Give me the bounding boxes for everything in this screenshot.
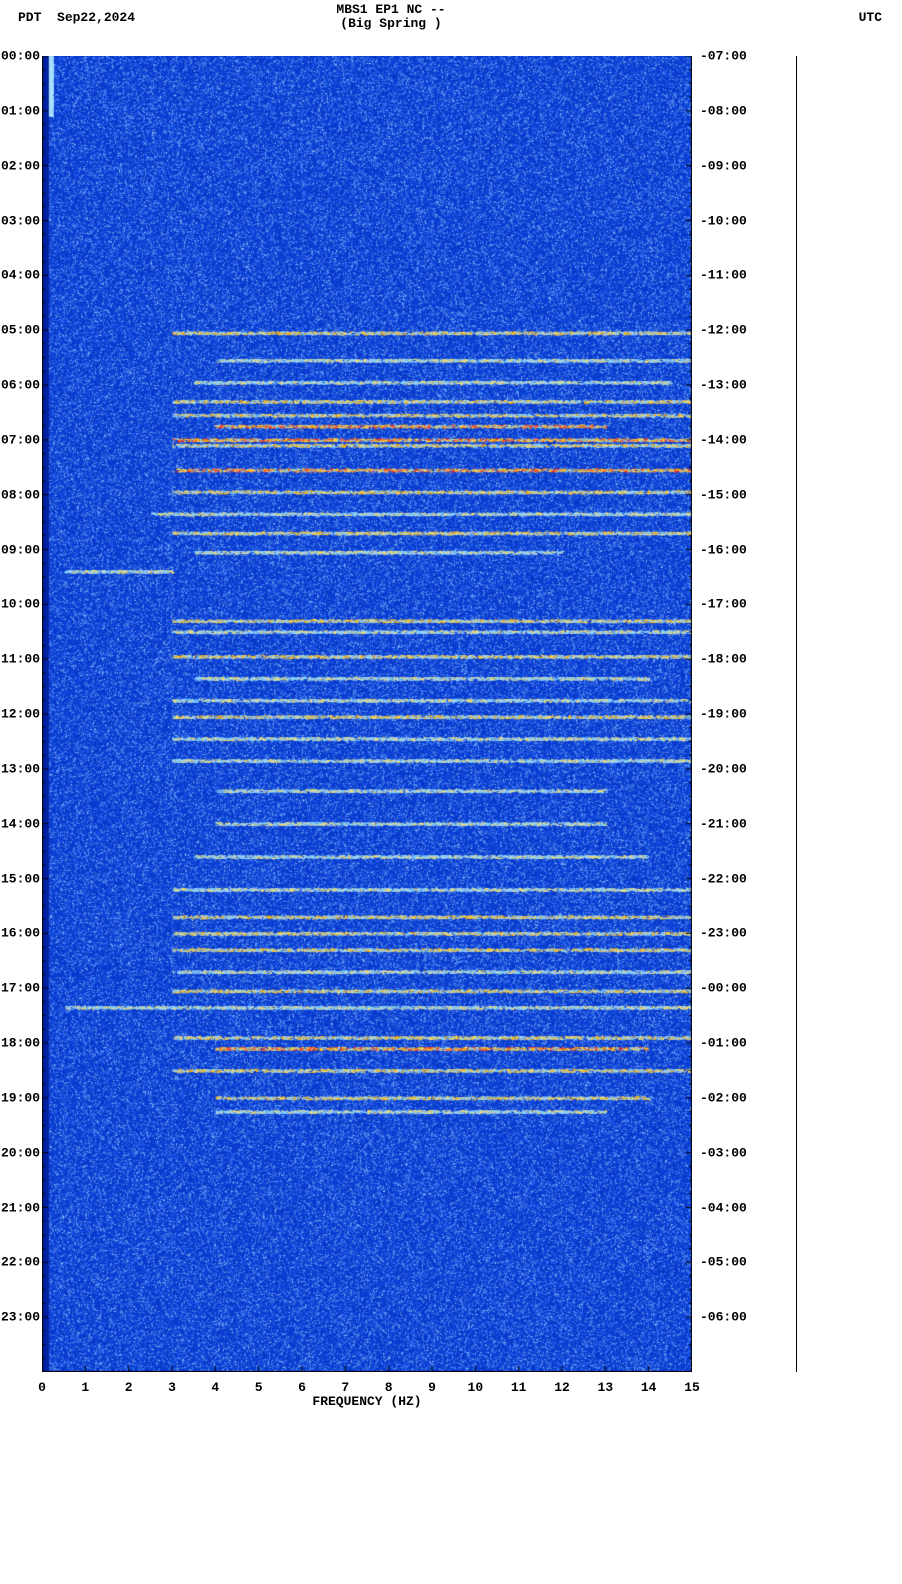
y-right-label: -05:00 <box>700 1255 760 1270</box>
title-line1: MBS1 EP1 NC -- <box>0 3 782 17</box>
header-center: MBS1 EP1 NC -- (Big Spring ) <box>0 3 782 31</box>
x-label: 12 <box>554 1380 570 1395</box>
y-right-label: -19:00 <box>700 707 760 722</box>
y-left-label: 20:00 <box>0 1145 40 1160</box>
y-right-label: -22:00 <box>700 871 760 886</box>
y-axis-left: 00:0001:0002:0003:0004:0005:0006:0007:00… <box>0 56 40 1372</box>
y-left-label: 00:00 <box>0 49 40 64</box>
y-right-label: -10:00 <box>700 213 760 228</box>
y-left-label: 15:00 <box>0 871 40 886</box>
y-left-label: 21:00 <box>0 1200 40 1215</box>
spectrogram-canvas <box>42 56 692 1372</box>
y-left-label: 23:00 <box>0 1310 40 1325</box>
x-label: 7 <box>341 1380 349 1395</box>
x-label: 10 <box>468 1380 484 1395</box>
y-right-label: -06:00 <box>700 1310 760 1325</box>
y-right-label: -20:00 <box>700 761 760 776</box>
y-right-label: -03:00 <box>700 1145 760 1160</box>
x-label: 6 <box>298 1380 306 1395</box>
y-left-label: 06:00 <box>0 378 40 393</box>
y-left-label: 14:00 <box>0 816 40 831</box>
y-left-label: 05:00 <box>0 323 40 338</box>
x-axis-title: FREQUENCY (HZ) <box>42 1394 692 1409</box>
y-left-label: 08:00 <box>0 487 40 502</box>
y-right-label: -15:00 <box>700 487 760 502</box>
y-right-label: -01:00 <box>700 1036 760 1051</box>
y-left-label: 07:00 <box>0 432 40 447</box>
x-label: 8 <box>385 1380 393 1395</box>
y-right-label: -09:00 <box>700 158 760 173</box>
spectrogram-plot <box>42 56 692 1372</box>
y-left-label: 02:00 <box>0 158 40 173</box>
right-rule-line <box>796 56 797 1372</box>
title-line2: (Big Spring ) <box>0 17 782 31</box>
y-right-label: -04:00 <box>700 1200 760 1215</box>
header-right: UTC <box>859 10 882 25</box>
y-right-label: -14:00 <box>700 432 760 447</box>
y-right-label: -13:00 <box>700 378 760 393</box>
y-left-label: 09:00 <box>0 542 40 557</box>
y-left-label: 16:00 <box>0 926 40 941</box>
y-left-label: 03:00 <box>0 213 40 228</box>
y-right-label: -07:00 <box>700 49 760 64</box>
y-right-label: -08:00 <box>700 103 760 118</box>
y-left-label: 11:00 <box>0 652 40 667</box>
y-left-label: 12:00 <box>0 707 40 722</box>
x-label: 2 <box>125 1380 133 1395</box>
y-right-label: -12:00 <box>700 323 760 338</box>
x-label: 15 <box>684 1380 700 1395</box>
x-label: 11 <box>511 1380 527 1395</box>
y-left-label: 10:00 <box>0 597 40 612</box>
y-right-label: -16:00 <box>700 542 760 557</box>
y-right-label: -23:00 <box>700 926 760 941</box>
right-tz-label: UTC <box>859 10 882 25</box>
x-label: 13 <box>598 1380 614 1395</box>
x-label: 1 <box>81 1380 89 1395</box>
y-right-label: -11:00 <box>700 268 760 283</box>
y-left-label: 22:00 <box>0 1255 40 1270</box>
x-label: 3 <box>168 1380 176 1395</box>
y-left-label: 04:00 <box>0 268 40 283</box>
y-left-label: 17:00 <box>0 981 40 996</box>
y-right-label: -21:00 <box>700 816 760 831</box>
page: PDT Sep22,2024 MBS1 EP1 NC -- (Big Sprin… <box>0 0 902 1584</box>
y-right-label: -02:00 <box>700 1090 760 1105</box>
x-label: 14 <box>641 1380 657 1395</box>
y-right-label: -18:00 <box>700 652 760 667</box>
y-left-label: 19:00 <box>0 1090 40 1105</box>
y-left-label: 13:00 <box>0 761 40 776</box>
x-label: 9 <box>428 1380 436 1395</box>
y-axis-right: -07:00-08:00-09:00-10:00-11:00-12:00-13:… <box>700 56 760 1372</box>
x-label: 5 <box>255 1380 263 1395</box>
x-label: 4 <box>211 1380 219 1395</box>
y-right-label: -00:00 <box>700 981 760 996</box>
y-left-label: 18:00 <box>0 1036 40 1051</box>
x-label: 0 <box>38 1380 46 1395</box>
y-left-label: 01:00 <box>0 103 40 118</box>
y-right-label: -17:00 <box>700 597 760 612</box>
header: PDT Sep22,2024 MBS1 EP1 NC -- (Big Sprin… <box>0 0 902 30</box>
